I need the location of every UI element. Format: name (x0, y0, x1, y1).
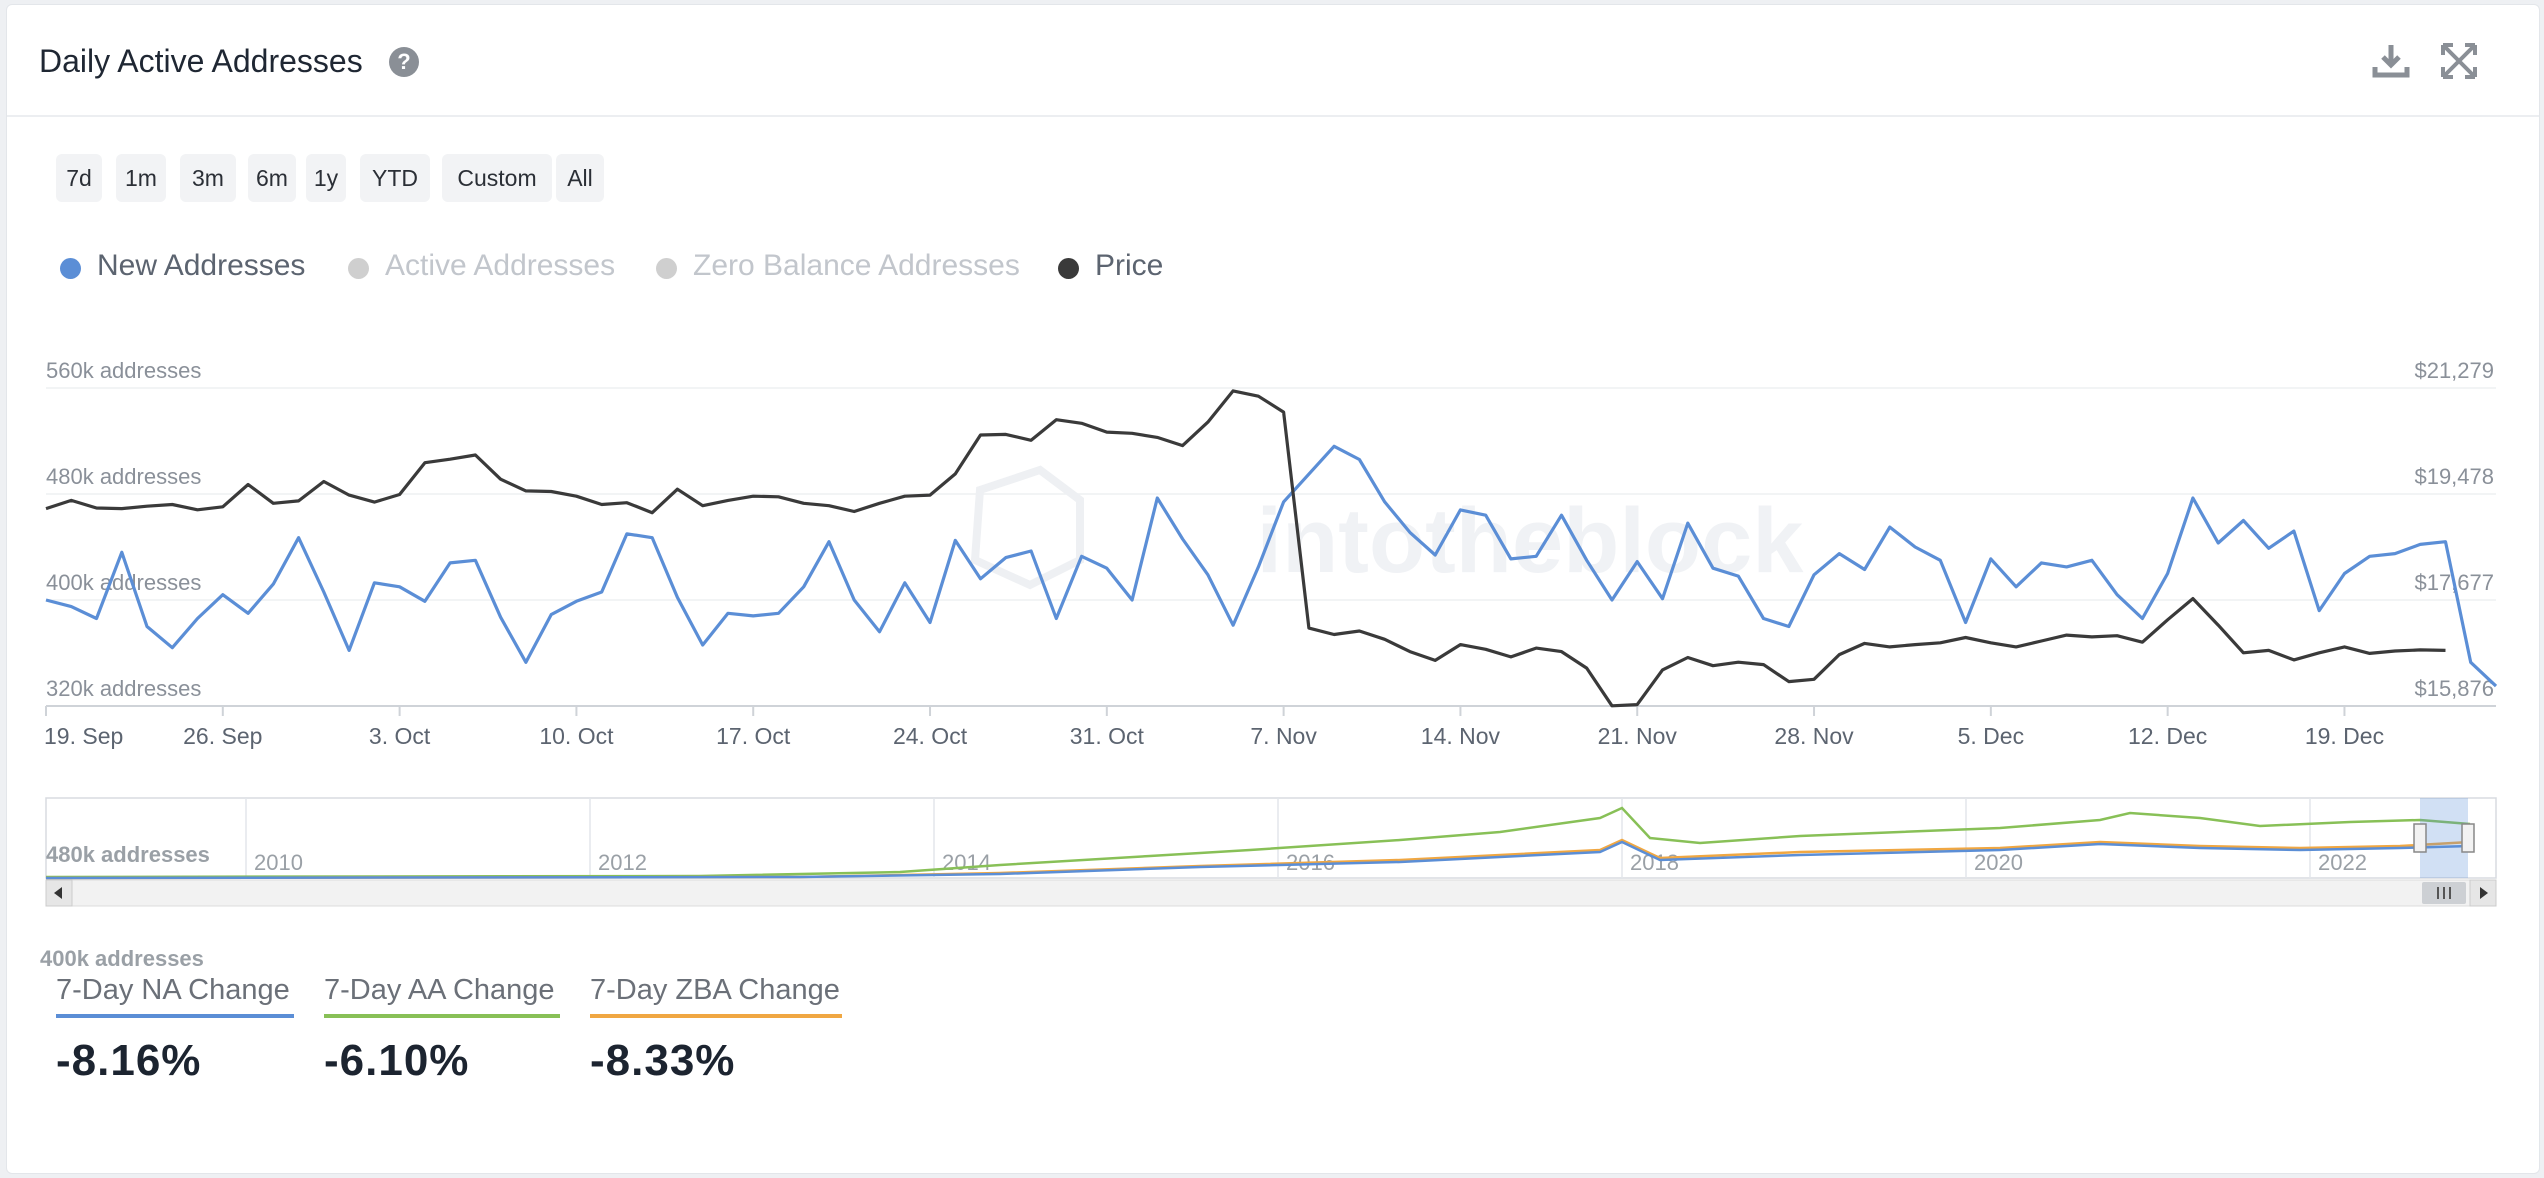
arrow-right-icon (2480, 887, 2488, 899)
stat-7-day-zba-change: 7-Day ZBA Change -8.33% (590, 970, 842, 1086)
legend-marker (1058, 258, 1079, 279)
watermark-logo (970, 465, 1084, 590)
series-line-new-addresses (45, 444, 2498, 688)
watermark-text: intotheblock (1257, 490, 1805, 592)
help-icon[interactable]: ? (389, 47, 419, 77)
download-icon[interactable] (2371, 41, 2411, 81)
range-button-ytd[interactable]: YTD (360, 154, 430, 202)
x-tick-label: 12. Dec (2128, 723, 2207, 749)
navigator-axis-label: 480k addresses (46, 842, 210, 867)
stat-value: -6.10% (324, 1036, 470, 1085)
grip-icon (2437, 887, 2451, 899)
stat-label: 7-Day ZBA Change (590, 974, 840, 1006)
navigator-selection (2420, 798, 2468, 878)
x-tick-label: 28. Nov (1774, 723, 1854, 749)
card-header: Daily Active Addresses ? (7, 5, 2539, 117)
stat-underline (324, 1014, 560, 1018)
y-left-tick-label: 560k addresses (46, 358, 201, 383)
legend-marker (60, 258, 81, 279)
chart-title: Daily Active Addresses (39, 43, 363, 79)
legend-label: Active Addresses (385, 249, 616, 282)
scrollbar-track[interactable] (45, 879, 2497, 907)
stat-label: 7-Day AA Change (324, 974, 555, 1006)
x-tick-label: 7. Nov (1250, 723, 1317, 749)
y-right-tick-label: $19,478 (2414, 464, 2494, 489)
stat-underline (56, 1014, 294, 1018)
y-left-tick-label: 400k addresses (46, 570, 201, 595)
x-tick-label: 31. Oct (1070, 723, 1145, 749)
stat-label: 7-Day NA Change (56, 974, 290, 1006)
x-tick-label: 17. Oct (716, 723, 791, 749)
x-tick-label: 26. Sep (183, 723, 262, 749)
stat-value: -8.16% (56, 1036, 202, 1085)
y-left-tick-label: 480k addresses (46, 464, 201, 489)
x-tick-label: 19. Dec (2305, 723, 2384, 749)
legend-marker (348, 258, 369, 279)
arrow-left-icon (54, 887, 62, 899)
y-left-tick-label: 320k addresses (46, 676, 201, 701)
navigator-year-label: 2010 (254, 850, 303, 875)
x-tick-label: 14. Nov (1421, 723, 1501, 749)
stat-7-day-na-change: 7-Day NA Change -8.16% (56, 970, 294, 1086)
navigator-handle-right[interactable] (2461, 823, 2475, 853)
legend-label: Price (1095, 249, 1164, 282)
stat-value: -8.33% (590, 1036, 736, 1085)
x-tick-label: 24. Oct (893, 723, 968, 749)
x-tick-label: 10. Oct (539, 723, 614, 749)
navigator-year-label: 2014 (942, 850, 991, 875)
legend-marker (656, 258, 677, 279)
y-right-tick-label: $21,279 (2414, 358, 2494, 383)
main-chart: intotheblock 560k addresses 480k addresses… (44, 358, 2498, 907)
stat-7-day-aa-change: 7-Day AA Change -6.10% (324, 970, 560, 1086)
x-tick-label: 3. Oct (369, 723, 431, 749)
legend-label: New Addresses (97, 249, 306, 282)
range-button-custom[interactable]: Custom (442, 154, 552, 202)
navigator-year-label: 2018 (1630, 850, 1679, 875)
x-tick-label: 5. Dec (1958, 723, 2024, 749)
range-button-7d[interactable]: 7d (56, 154, 102, 202)
navigator-handle-left[interactable] (2413, 823, 2427, 853)
fullscreen-icon[interactable] (2439, 41, 2479, 81)
series-line-price (45, 389, 2446, 708)
range-button-all[interactable]: All (556, 154, 604, 202)
navigator-series-new-addresses (45, 840, 2471, 880)
legend-label: Zero Balance Addresses (693, 249, 1020, 282)
x-tick-label: 21. Nov (1598, 723, 1678, 749)
navigator-year-label: 2020 (1974, 850, 2023, 875)
range-button-3m[interactable]: 3m (180, 154, 236, 202)
range-button-1m[interactable]: 1m (116, 154, 166, 202)
y-right-tick-label: $15,876 (2414, 676, 2494, 701)
x-tick-label: 19. Sep (44, 723, 123, 749)
range-button-1y[interactable]: 1y (306, 154, 346, 202)
ghost-axis-label: 400k addresses (40, 946, 204, 971)
stat-underline (590, 1014, 842, 1018)
navigator-year-label: 2012 (598, 850, 647, 875)
navigator-series-active-addresses (45, 806, 2471, 879)
navigator-year-label: 2022 (2318, 850, 2367, 875)
range-button-6m[interactable]: 6m (248, 154, 296, 202)
